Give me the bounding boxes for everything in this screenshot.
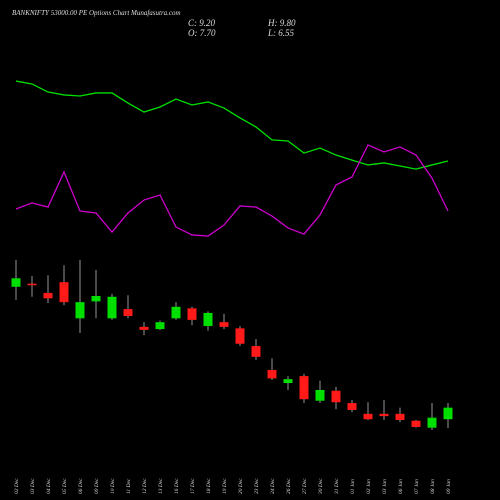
- indicator-line: [15, 80, 449, 170]
- candle-body: [123, 309, 133, 317]
- x-tick-label: 02 Dec: [14, 478, 20, 494]
- x-tick-label: 06 Dec: [78, 478, 84, 494]
- x-tick-label: 18 Dec: [206, 478, 212, 494]
- candle-body: [331, 390, 341, 403]
- candle-body: [107, 296, 117, 319]
- x-tick-label: 26 Dec: [286, 478, 292, 494]
- x-tick-label: 23 Dec: [254, 478, 260, 494]
- x-tick-label: 20 Dec: [238, 478, 244, 494]
- candle-body: [267, 369, 277, 379]
- x-tick-label: 04 Dec: [45, 478, 52, 494]
- candle-body: [75, 302, 85, 319]
- indicator-line: [15, 144, 449, 237]
- x-tick-label: 09 Jan: [446, 479, 452, 494]
- candle-body: [395, 413, 405, 420]
- x-tick-label: 31 Dec: [334, 478, 340, 495]
- candle-body: [283, 379, 293, 384]
- candle-body: [203, 312, 213, 327]
- candle-body: [59, 282, 69, 303]
- x-tick-label: 17 Dec: [190, 478, 196, 494]
- x-tick-label: 13 Dec: [158, 478, 164, 494]
- x-tick-label: 08 Jan: [430, 479, 436, 494]
- candle-body: [443, 407, 453, 420]
- candle-body: [347, 403, 357, 410]
- x-tick-label: 30 Dec: [318, 478, 324, 495]
- candle-body: [363, 413, 373, 420]
- candle-body: [235, 328, 245, 344]
- candle-body: [155, 322, 165, 330]
- x-tick-label: 05 Dec: [62, 478, 68, 494]
- x-tick-label: 03 Jan: [382, 479, 388, 494]
- x-tick-label: 24 Dec: [269, 478, 276, 494]
- x-tick-label: 01 Jan: [350, 479, 356, 494]
- x-tick-label: 10 Dec: [110, 478, 116, 494]
- candle-body: [139, 326, 149, 330]
- candle-body: [251, 346, 261, 357]
- candle-body: [379, 413, 389, 417]
- candle-body: [91, 296, 101, 302]
- x-tick-label: 16 Dec: [174, 478, 180, 494]
- x-tick-label: 06 Jan: [398, 479, 404, 494]
- chart-title: BANKNIFTY 53000.00 PE Options Chart Muna…: [12, 9, 181, 17]
- candle-body: [315, 389, 325, 401]
- x-tick-label: 03 Dec: [30, 478, 36, 494]
- x-tick-label: 19 Dec: [222, 478, 228, 494]
- candle-body: [11, 278, 21, 287]
- candle-body: [171, 306, 181, 319]
- ohlc-low: L: 6.55: [267, 28, 295, 38]
- x-tick-label: 11 Dec: [126, 478, 132, 494]
- x-tick-label: 27 Dec: [302, 478, 308, 494]
- candle-body: [27, 283, 37, 286]
- candle-body: [219, 322, 229, 327]
- x-tick-label: 02 Jan: [366, 479, 372, 494]
- candle-body: [187, 308, 197, 320]
- x-tick-label: 07 Jan: [414, 479, 420, 494]
- candle-body: [411, 420, 421, 427]
- x-tick-label: 09 Dec: [94, 478, 100, 494]
- x-tick-label: 12 Dec: [142, 478, 148, 494]
- ohlc-high: H: 9.80: [267, 18, 296, 28]
- candle-body: [299, 376, 309, 400]
- ohlc-close: C: 9.20: [188, 18, 216, 28]
- candle-body: [427, 417, 437, 428]
- ohlc-open: O: 7.70: [188, 28, 216, 38]
- candle-body: [43, 292, 53, 299]
